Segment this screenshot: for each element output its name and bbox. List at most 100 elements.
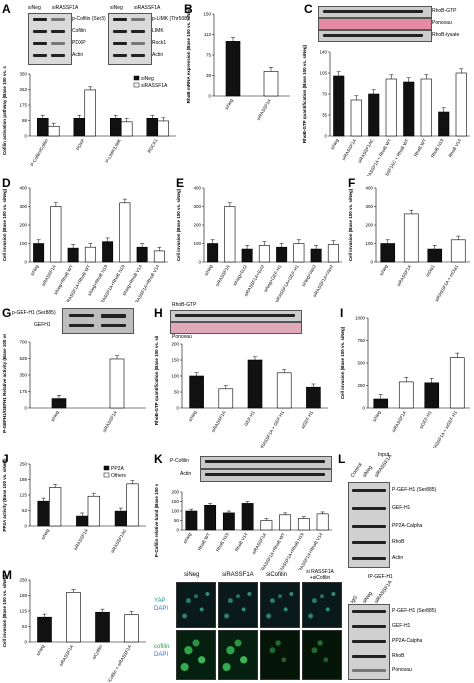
panel-h-blots: RhoB-GTP Ponceau	[170, 302, 340, 340]
y-tick-label: 0	[370, 260, 373, 265]
y-tick-label: 0	[24, 640, 27, 645]
x-tick-label: siNeg	[330, 138, 340, 151]
bar	[51, 398, 67, 409]
blot-row-label: Rock1	[152, 40, 167, 46]
micrograph	[260, 582, 300, 628]
bar	[247, 359, 263, 409]
chart-f: 0 100 200 300 400 Cell invasion (Base 100 vs.…	[348, 186, 470, 302]
y-tick-label: 105	[319, 71, 327, 76]
bar	[67, 247, 79, 263]
bar	[225, 41, 241, 97]
blot-row-label: Ponceau	[172, 334, 192, 340]
y-axis-label: Cell invasion (Base 100 vs. siNeg)	[2, 574, 7, 647]
micro-col-label: siRASSF1A	[222, 572, 254, 578]
y-tick-label: 300	[193, 204, 201, 209]
legend-swatch	[133, 82, 140, 88]
bar	[126, 483, 139, 527]
micrograph	[302, 630, 342, 680]
x-tick-label: siNeg	[29, 264, 39, 277]
x-tick-label: RhoB V14	[448, 138, 463, 159]
bar	[241, 248, 253, 263]
x-tick-label: ROCK1	[147, 138, 159, 154]
x-tick-label: siNeg	[182, 532, 192, 545]
bar	[87, 495, 100, 527]
x-tick-label: RhoB WT	[413, 138, 427, 158]
bar	[66, 592, 81, 643]
blot-row-label: Actin	[180, 471, 192, 477]
x-tick-label: siNeg+GEF-H1	[263, 264, 283, 293]
micrograph	[176, 582, 216, 628]
blot-row-label: RhoB-lysate	[432, 32, 460, 38]
legend-swatch	[103, 472, 110, 478]
blot-row-label: p-LIMK (Thr508)	[152, 16, 189, 22]
panel-a-blots: siNeg siRASSF1A siNeg siRASSF1A p-Cofili…	[10, 4, 189, 66]
lane-label: Control	[349, 462, 364, 479]
panel-label-d: D	[2, 176, 11, 190]
bar	[50, 206, 62, 263]
y-tick-label: 100	[171, 374, 179, 379]
y-tick-label: 63	[22, 508, 28, 513]
bar	[293, 243, 305, 263]
blot-row-label: Actin	[72, 52, 84, 58]
bar	[204, 504, 217, 531]
y-tick-label: 750	[357, 338, 365, 343]
bar	[153, 250, 165, 263]
bar	[37, 500, 50, 527]
bar	[146, 117, 159, 137]
x-tick-label: siRASSF1A	[73, 528, 89, 551]
bar	[119, 202, 131, 263]
y-tick-label: 0	[362, 406, 365, 411]
y-axis-label: RhoB-GTP quantification (Base 100 vs. si…	[154, 336, 159, 425]
y-tick-label: 38	[206, 73, 212, 78]
bar	[37, 616, 52, 643]
panel-c-blots: RhoB-GTP Ponceau RhoB-lysate	[318, 4, 473, 44]
y-tick-label: 125	[19, 609, 27, 614]
bar	[420, 78, 432, 137]
y-tick-label: 140	[319, 50, 327, 55]
bar	[316, 513, 329, 531]
y-tick-label: 113	[204, 32, 212, 37]
chart-k: 0 50 100 150 200 P-Cofilin relative band (Bas…	[154, 484, 332, 570]
legend-label: PP2A	[111, 466, 124, 472]
y-tick-label: 0	[176, 528, 179, 533]
y-tick-label: 100	[19, 241, 27, 246]
bar	[450, 239, 466, 263]
blot-header: siNeg	[110, 5, 123, 11]
y-tick-label: 250	[19, 578, 27, 583]
x-tick-label: siRASSF1A	[341, 138, 357, 161]
bar	[260, 520, 273, 531]
bar	[373, 398, 389, 409]
bar	[110, 117, 122, 137]
x-tick-label: siNeg	[372, 410, 382, 423]
micrograph	[176, 630, 216, 680]
bar	[350, 99, 362, 137]
bar	[276, 246, 288, 263]
bar	[49, 487, 62, 527]
panel-g-blots: p-GEF-H1 (Ser885) GEFH1	[12, 306, 152, 334]
stain-label: DAPI	[154, 652, 169, 658]
bar	[157, 120, 169, 137]
blot-row-label: RhoB-GTP	[432, 8, 457, 14]
x-tick-label: siRASSF1A	[102, 410, 118, 433]
bar	[207, 243, 219, 263]
y-tick-label: 100	[365, 241, 373, 246]
bar	[327, 244, 339, 263]
panel-l-ip: IP-GEF-H1 IgG siNeg siRASSF1A P-GEF-H1 (…	[348, 574, 472, 682]
blot-row-label: RhoB	[392, 539, 405, 545]
panel-label-m: M	[2, 568, 12, 582]
y-tick-label: 1000	[355, 316, 366, 321]
legend-swatch	[103, 465, 110, 471]
y-tick-label: 400	[365, 186, 373, 191]
legend-label: siRASSF1A	[141, 83, 168, 89]
y-tick-label: 50	[174, 390, 180, 395]
bar	[385, 78, 397, 137]
bar	[279, 514, 292, 531]
panel-label-c: C	[304, 2, 313, 16]
x-tick-label: siNeg+Vav2	[301, 264, 318, 288]
y-tick-label: 50	[174, 518, 180, 523]
bar	[306, 386, 321, 409]
panel-label-f: F	[348, 176, 356, 190]
lane-label: siNeg	[361, 464, 374, 479]
chart-c: 0 35 70 105 140 RhoB-GTP quantification (Base…	[302, 44, 470, 176]
y-tick-label: 88	[22, 118, 28, 123]
